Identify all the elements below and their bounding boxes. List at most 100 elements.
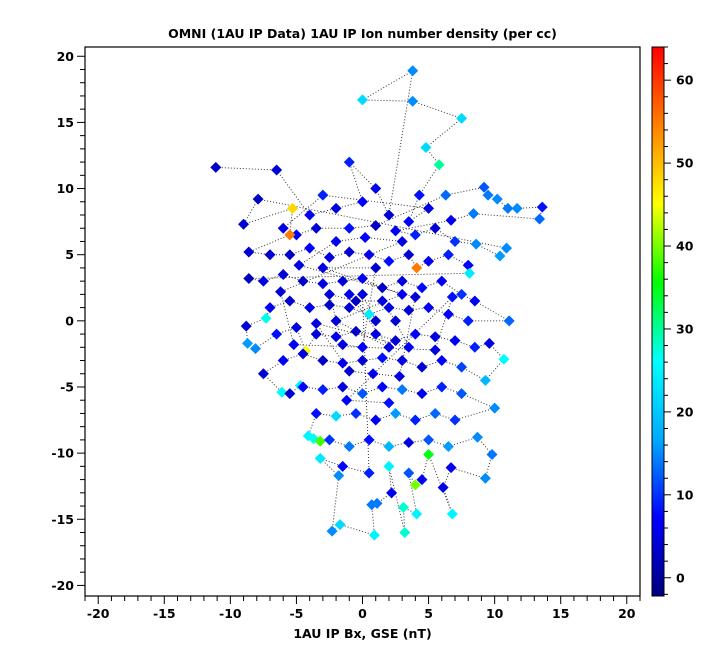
connecting-line: [263, 360, 284, 375]
data-point: [456, 288, 468, 300]
data-point: [343, 302, 355, 314]
data-point: [323, 299, 335, 311]
data-point: [409, 414, 421, 426]
connecting-line: [408, 207, 429, 223]
connecting-line: [539, 206, 543, 220]
data-point: [341, 394, 353, 406]
data-point: [390, 407, 402, 419]
data-point: [310, 222, 322, 234]
connecting-line: [418, 164, 440, 196]
data-point: [370, 183, 382, 195]
data-point: [491, 193, 503, 205]
data-point: [370, 262, 382, 274]
data-point: [304, 242, 316, 254]
data-point: [456, 388, 468, 400]
connecting-line: [434, 227, 456, 242]
data-point: [317, 384, 329, 396]
data-points: [210, 65, 548, 541]
connecting-line: [408, 472, 416, 486]
connecting-line: [298, 241, 337, 266]
data-point: [334, 519, 346, 531]
data-point: [333, 470, 345, 482]
data-point: [357, 94, 368, 106]
data-point: [370, 414, 382, 426]
connecting-line: [289, 385, 301, 394]
data-point: [350, 407, 362, 419]
data-point: [456, 361, 468, 373]
connecting-line: [388, 466, 406, 533]
data-point: [423, 434, 435, 446]
data-point: [416, 361, 428, 373]
data-point: [442, 249, 454, 261]
colorbar-tick-label: 60: [676, 73, 694, 88]
data-point: [337, 357, 349, 369]
y-tick-label: 0: [65, 313, 74, 328]
plot-frame: [84, 46, 641, 597]
x-tick-label: 10: [486, 606, 504, 621]
data-point: [323, 288, 335, 300]
data-point: [317, 278, 329, 290]
data-point: [464, 267, 476, 279]
data-point: [310, 317, 322, 329]
connecting-line: [416, 260, 429, 269]
data-point: [403, 249, 415, 261]
data-point: [498, 353, 510, 365]
data-point: [337, 275, 349, 287]
data-point: [442, 308, 454, 320]
data-point: [429, 407, 441, 419]
data-point: [357, 288, 368, 300]
x-tick-label: -15: [153, 606, 176, 621]
x-tick-label: 15: [552, 606, 569, 621]
data-point: [370, 328, 382, 340]
data-point: [423, 202, 435, 214]
data-point: [297, 381, 309, 393]
connecting-line: [375, 188, 390, 216]
data-point: [511, 202, 523, 214]
data-point: [409, 229, 421, 241]
data-point: [407, 65, 419, 77]
connecting-line: [445, 186, 485, 196]
colorbar-tick-label: 0: [676, 570, 685, 585]
data-point: [440, 189, 452, 201]
data-point: [437, 482, 449, 494]
data-point: [310, 328, 322, 340]
data-point: [317, 355, 329, 367]
data-point: [376, 381, 388, 393]
data-point: [413, 189, 425, 201]
data-point: [317, 262, 329, 274]
connecting-line: [381, 300, 396, 322]
data-point: [277, 222, 289, 234]
data-point: [271, 164, 283, 176]
data-point: [471, 431, 483, 443]
data-point: [330, 235, 342, 247]
data-point: [284, 229, 296, 241]
data-point: [468, 208, 479, 220]
connecting-line: [425, 118, 462, 148]
data-point: [416, 388, 428, 400]
data-point: [482, 189, 494, 201]
data-point: [397, 501, 409, 513]
data-point: [446, 291, 458, 303]
connecting-line: [448, 436, 478, 447]
data-point: [409, 328, 421, 340]
data-point: [357, 388, 368, 400]
connecting-line: [280, 241, 403, 293]
data-point: [396, 288, 408, 300]
data-point: [396, 384, 408, 396]
data-point: [277, 355, 289, 367]
x-tick-label: 5: [424, 606, 433, 621]
y-tick-label: -10: [51, 446, 74, 461]
data-point: [411, 508, 423, 520]
chart-title: OMNI (1AU IP Data) 1AU IP Ion number den…: [168, 26, 557, 41]
data-point: [396, 275, 408, 287]
data-point: [429, 331, 441, 343]
connecting-line: [362, 294, 377, 322]
x-tick-label: 20: [618, 606, 636, 621]
data-point: [390, 225, 402, 237]
data-point: [264, 302, 276, 314]
data-point: [284, 388, 296, 400]
data-point: [343, 156, 355, 168]
data-point: [469, 341, 481, 353]
connecting-line: [282, 194, 324, 229]
colorbar-tick-label: 10: [676, 487, 694, 502]
